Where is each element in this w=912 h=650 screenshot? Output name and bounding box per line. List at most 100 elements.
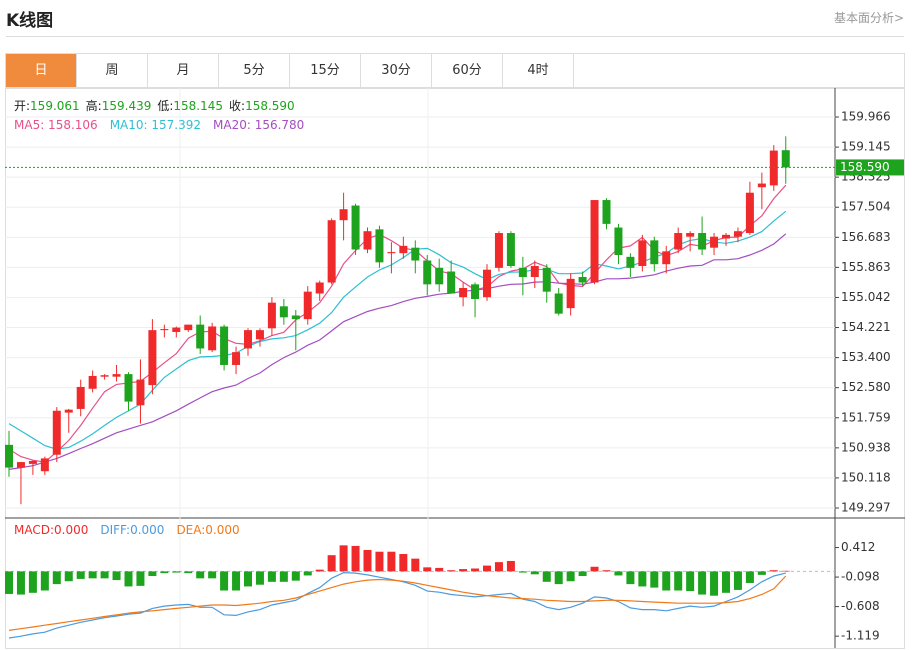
y-tick-label: 153.400 [841, 350, 891, 364]
y-tick-label: 150.118 [841, 470, 891, 484]
candle-body [614, 227, 623, 256]
macd-bar [411, 558, 420, 572]
macd-y-tick-label: 0.412 [841, 540, 875, 554]
candle-body [698, 233, 707, 250]
macd-bar [100, 571, 109, 579]
macd-bar [447, 570, 456, 572]
candle-body [471, 284, 480, 299]
candle-body [686, 233, 695, 237]
candle-body [578, 277, 587, 283]
candle-body [638, 240, 647, 267]
macd-bar [471, 568, 480, 572]
candle-body [375, 229, 384, 263]
ma-line [8, 233, 787, 470]
ma-legend-item: MA5: 158.106 [14, 118, 98, 132]
info-label: 高: [86, 98, 102, 113]
macd-bar [184, 571, 193, 574]
macd-bar [590, 566, 599, 572]
candle-body [267, 302, 276, 329]
period-tab[interactable]: 日 [6, 54, 77, 87]
y-tick-label: 157.504 [841, 200, 891, 214]
info-label: 开: [14, 99, 30, 113]
macd-bar [339, 545, 348, 572]
y-tick-label: 156.683 [841, 230, 891, 244]
period-tab[interactable]: 5分 [219, 54, 290, 87]
candle-body [16, 462, 25, 468]
period-tab[interactable]: 30分 [361, 54, 432, 87]
macd-bar [88, 571, 97, 579]
candle-body [602, 200, 611, 224]
candle-body [387, 252, 396, 254]
macd-bar [52, 571, 61, 585]
candle-body [674, 233, 683, 250]
candle-body [722, 234, 730, 239]
candle-body [291, 315, 300, 320]
macd-bar [267, 571, 276, 582]
candle-body [124, 374, 133, 402]
candle-body [435, 267, 444, 285]
candle-body [542, 267, 551, 292]
candle-body [5, 444, 13, 468]
macd-bar [494, 562, 503, 572]
candle-body [100, 375, 109, 377]
y-tick-label: 159.966 [841, 110, 891, 124]
page-title: K线图 [6, 11, 54, 31]
y-tick-label: 150.938 [841, 440, 891, 454]
macd-bar [674, 571, 683, 591]
macd-bar [686, 571, 695, 592]
candle-body [733, 231, 742, 237]
last-price-tag [836, 159, 904, 176]
macd-bar [518, 571, 527, 573]
info-value: 159.439 [102, 99, 152, 113]
macd-bar [172, 571, 181, 573]
macd-legend: MACD:0.000 DIFF:0.000 DEA:0.000 [14, 523, 240, 537]
macd-bar [399, 554, 408, 572]
y-tick-label: 152.580 [841, 380, 891, 394]
candle-body [279, 306, 288, 318]
macd-bar [483, 565, 491, 572]
macd-bar [614, 571, 623, 576]
macd-bar [650, 571, 659, 588]
candle-body [196, 324, 205, 349]
macd-bar [315, 569, 324, 572]
candle-body [208, 326, 217, 351]
ohlc-info: 开:159.061 高:159.439 低:158.145 收:158.590 [14, 98, 295, 113]
period-tab[interactable]: 周 [77, 54, 148, 87]
macd-bar [757, 571, 766, 575]
macd-bar [554, 571, 563, 585]
fundamental-link[interactable]: 基本面分析> [833, 11, 904, 25]
candle-body [76, 386, 85, 409]
macd-bar [542, 571, 551, 582]
macd-legend-item: DIFF:0.000 [100, 523, 164, 537]
candle-body [40, 458, 49, 472]
candle-body [566, 278, 575, 309]
period-tab[interactable]: 月 [148, 54, 219, 87]
candle-body [757, 183, 766, 188]
period-tab[interactable]: 15分 [290, 54, 361, 87]
candle-body [506, 233, 515, 267]
candle-body [255, 330, 264, 340]
macd-bar [435, 567, 444, 572]
period-tab[interactable]: 60分 [432, 54, 503, 87]
macd-bar [244, 571, 252, 587]
macd-y-tick-label: -0.098 [841, 570, 880, 584]
info-value: 158.590 [245, 99, 295, 113]
macd-bar [698, 571, 707, 595]
y-tick-label: 151.759 [841, 410, 891, 424]
macd-bar [662, 571, 671, 591]
macd-bar [578, 571, 587, 577]
macd-bar [136, 571, 145, 586]
candle-body [244, 330, 252, 349]
period-tab[interactable]: 4时 [503, 54, 574, 87]
macd-bar [530, 571, 539, 575]
candle-body [447, 271, 456, 294]
macd-bar [208, 571, 217, 579]
candle-body [148, 330, 157, 386]
candle-body [459, 287, 468, 298]
macd-bar [423, 567, 432, 572]
y-tick-label: 155.863 [841, 260, 891, 274]
divider [6, 36, 904, 37]
candle-body [363, 231, 372, 250]
candle-body [64, 409, 73, 413]
